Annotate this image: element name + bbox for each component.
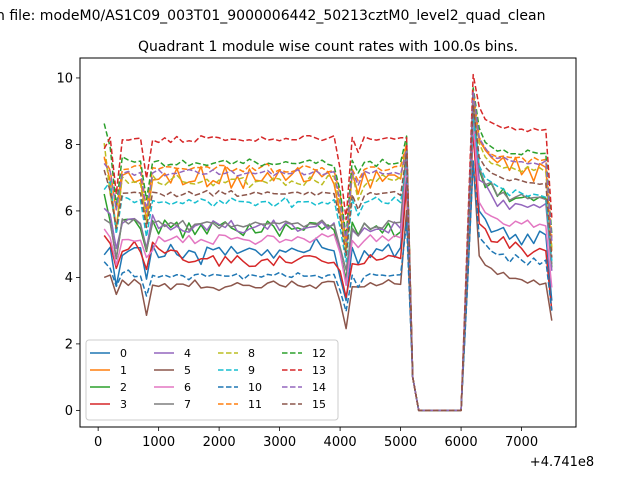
x-offset-label: +4.741e8 [530,455,594,470]
series-line-12 [103,87,553,412]
legend-box [85,339,339,421]
series-line-15 [103,103,553,412]
y-tick-label: 6 [65,204,73,219]
legend-label-14: 14 [312,381,326,394]
x-tick-label: 2000 [203,435,236,450]
legend-label-9: 9 [248,364,255,377]
series-line-5 [103,160,553,412]
y-tick-label: 10 [56,71,73,86]
legend-label-15: 15 [312,398,326,411]
y-tick-label: 2 [65,337,73,352]
x-axis: 0 1000 2000 3000 4000 5000 6000 7000 [94,427,538,450]
x-tick-label: 5000 [384,435,417,450]
legend-label-5: 5 [184,364,191,377]
chart-title: Quadrant 1 module wise count rates with … [138,39,518,55]
legend-label-1: 1 [120,364,127,377]
series-line-9 [103,117,553,412]
x-tick-label: 3000 [263,435,296,450]
series-layer [103,73,553,412]
plot-frame [79,57,577,428]
series-line-13 [103,73,553,412]
figure-suptitle: n file: modeM0/AS1C09_003T01_9000006442_… [0,8,545,24]
y-tick-label: 0 [65,404,73,419]
legend-label-6: 6 [184,381,191,394]
x-tick-label: 1000 [142,435,175,450]
legend-label-2: 2 [120,381,127,394]
series-line-4 [103,110,553,412]
x-tick-label: 6000 [445,435,478,450]
x-tick-label: 4000 [324,435,357,450]
y-tick-label: 4 [65,271,73,286]
legend-label-0: 0 [120,347,127,360]
y-axis: 0 2 4 6 8 10 [56,71,80,419]
legend-label-11: 11 [248,398,262,411]
legend-label-13: 13 [312,364,326,377]
series-line-10 [103,160,553,412]
x-tick-label: 7000 [505,435,538,450]
legend-label-7: 7 [184,398,191,411]
legend-label-8: 8 [248,347,255,360]
y-tick-label: 8 [65,138,73,153]
legend-label-4: 4 [184,347,191,360]
x-tick-label: 0 [94,435,102,450]
series-line-3 [103,130,553,412]
legend-label-12: 12 [312,347,326,360]
legend-label-3: 3 [120,398,127,411]
legend-label-10: 10 [248,381,262,394]
series-line-6 [103,120,553,412]
